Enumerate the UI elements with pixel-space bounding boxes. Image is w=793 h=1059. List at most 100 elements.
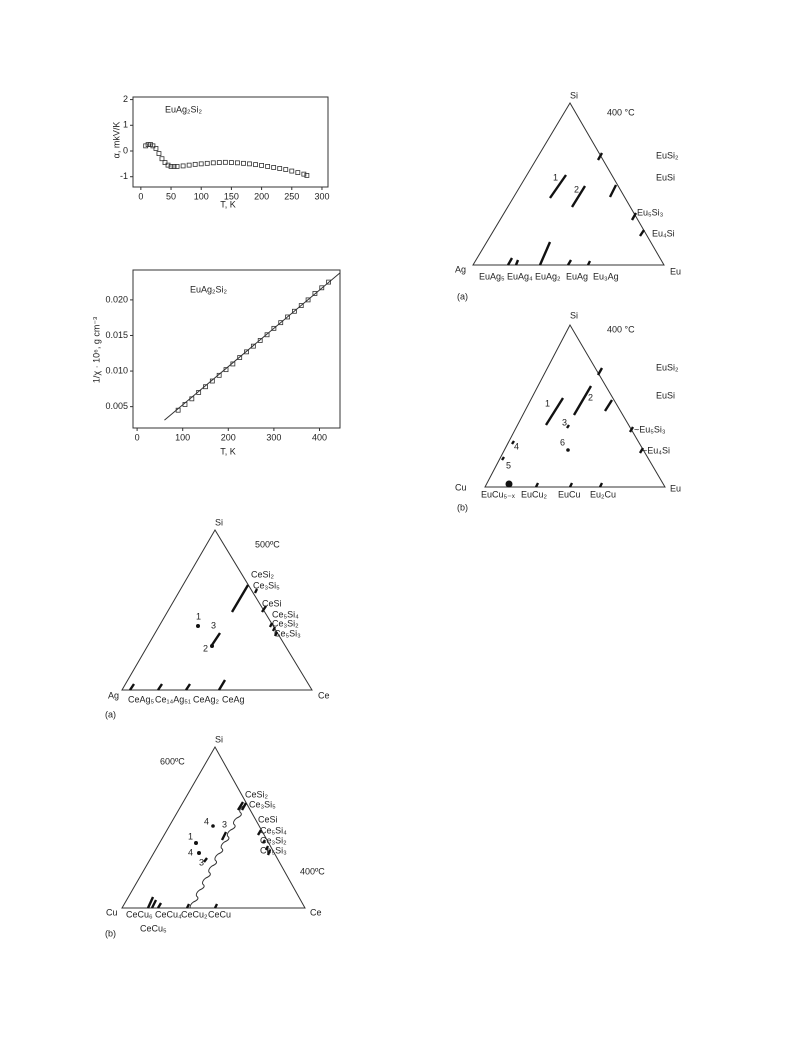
phase-segment: [156, 902, 163, 909]
plot-frame: [132, 96, 329, 188]
data-point: [265, 164, 271, 169]
diagram-label: Si: [215, 517, 223, 527]
phase-point: [505, 480, 513, 488]
phase-segment: [150, 899, 158, 909]
data-point: [180, 163, 186, 169]
phase-segment: [511, 440, 515, 445]
diagram-label: 6: [560, 437, 565, 447]
diagram-label: Ce₅Si₃: [260, 845, 287, 855]
data-point: [259, 162, 264, 168]
data-point: [244, 349, 249, 355]
phase-segment: [566, 259, 573, 266]
phase-segment: [572, 385, 593, 416]
x-tick-label: 200: [221, 432, 236, 442]
y-tick-label: 0.015: [105, 330, 128, 340]
data-point: [289, 168, 295, 174]
y-tick-label: 1: [123, 120, 128, 130]
phase-point: [566, 448, 570, 452]
phase-segment: [185, 683, 191, 691]
phase-segment: [240, 802, 248, 811]
data-point: [319, 285, 325, 291]
data-point: [148, 142, 153, 147]
x-tick-label: 0: [135, 432, 140, 442]
phase-segment: [230, 584, 250, 613]
diagram-label: EuSi: [656, 172, 675, 182]
data-point: [295, 170, 301, 176]
data-point: [230, 361, 236, 367]
phase-segment: [538, 241, 552, 266]
diagram-label: Si: [570, 90, 578, 100]
diagram-label: EuAg₅: [479, 271, 505, 281]
phase-segment: [271, 626, 277, 632]
phase-segment: [566, 424, 570, 429]
diagram-label: 400 °C: [607, 324, 635, 334]
diagram-label: Ce₃Si₂: [260, 835, 287, 845]
data-point: [222, 159, 228, 165]
diagram-label: EuCu₂: [521, 489, 548, 499]
diagram-label: Ce₃Si₂: [272, 618, 299, 628]
diagram-label: EuCu₅₋ₓ: [481, 489, 515, 499]
data-point: [326, 279, 332, 285]
x-tick-label: 400: [312, 432, 327, 442]
phase-segment: [253, 588, 259, 594]
plot-frame: [132, 269, 341, 429]
x-tick-label: 300: [314, 191, 329, 201]
diagram-label: 5: [506, 460, 511, 470]
data-point: [223, 367, 229, 373]
x-tick-label: 200: [254, 191, 269, 201]
data-point: [174, 164, 180, 169]
diagram-label: 400ºC: [300, 866, 325, 876]
diagram-label: 3: [562, 417, 567, 427]
data-point: [283, 167, 289, 172]
y-tick-label: 0.010: [105, 365, 128, 375]
diagram-label: ~Eu₄Si: [642, 445, 670, 455]
data-point: [186, 162, 192, 168]
phase-segment: [217, 679, 227, 691]
diagram-label: Eu₂Cu: [590, 489, 616, 499]
fit-line: [164, 272, 341, 421]
diagram-label: Ce₅Si₄: [272, 609, 299, 619]
diagram-label: Cu: [455, 482, 467, 492]
x-tick-label: 300: [266, 432, 281, 442]
phase-segment: [264, 845, 270, 851]
diagram-label: Ce₁₄Ag₅₁: [155, 694, 191, 704]
x-axis-label: T, K: [220, 199, 236, 209]
diagram-label: CeAg₂: [193, 694, 220, 704]
phase-segment: [514, 259, 520, 266]
data-point: [250, 343, 256, 349]
phase-segment: [598, 482, 604, 488]
data-point: [196, 390, 202, 395]
diagram-label: Eu₄Si: [652, 228, 675, 238]
data-point: [168, 164, 174, 169]
x-tick-label: 0: [138, 191, 143, 201]
diagram-label: Ce₃Si₅: [253, 580, 280, 590]
diagram-label: 4: [204, 816, 209, 826]
diagram-label: (a): [105, 709, 116, 719]
phase-segment: [549, 174, 567, 199]
phase-segment: [628, 426, 635, 433]
diagram-label: CeSi: [262, 598, 282, 608]
diagram-label: 1: [545, 398, 550, 408]
data-point: [235, 160, 240, 166]
ternary-triangle: [121, 745, 306, 909]
diagram-label: CeCu₆: [126, 909, 153, 919]
phase-segment: [534, 482, 540, 488]
data-point: [312, 291, 318, 296]
x-tick-label: 150: [224, 191, 239, 201]
diagram-label: 4: [188, 847, 193, 857]
diagram-label: Ce₃Si₅: [249, 799, 276, 809]
phase-point: [197, 851, 201, 855]
data-point: [304, 173, 310, 178]
diagram-label: EuAg₂: [535, 271, 561, 281]
diagram-label: 4: [514, 441, 519, 451]
diagram-label: 3: [222, 819, 227, 829]
x-tick-label: 250: [284, 191, 299, 201]
data-point: [292, 308, 297, 314]
data-point: [175, 407, 181, 413]
diagram-label: CeAg: [222, 694, 245, 704]
diagram-label: ~Eu₅Si₃: [634, 424, 666, 434]
phase-segment: [213, 903, 219, 909]
data-point: [216, 372, 222, 378]
data-point: [298, 303, 304, 308]
y-axis-label: α, mkV/K: [111, 122, 121, 159]
